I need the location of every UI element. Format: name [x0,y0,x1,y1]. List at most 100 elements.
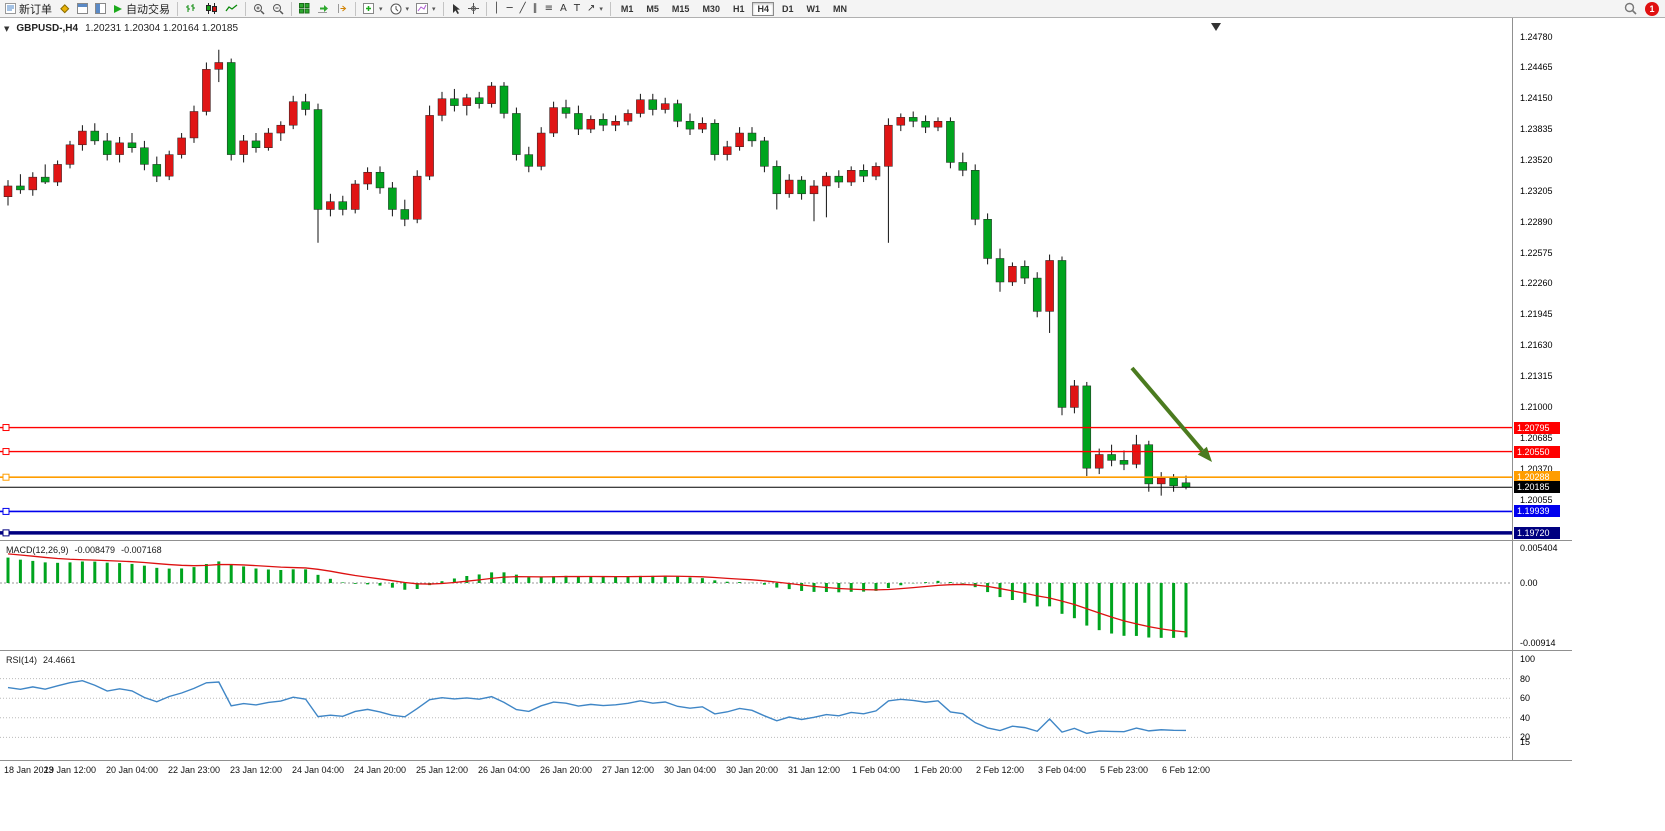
candle[interactable] [809,180,819,222]
vertical-line-button[interactable]: │ [491,1,503,17]
candle[interactable] [65,140,75,169]
candle[interactable] [1008,262,1017,286]
navy-support-line[interactable] [0,529,1512,537]
candle[interactable] [1070,380,1079,414]
candle[interactable] [202,62,211,116]
chart-dropdown-icon[interactable]: ▼ [4,24,10,33]
blue-support-line[interactable] [0,507,1512,515]
candle[interactable] [288,95,298,130]
ohlc-bars-button[interactable] [182,1,201,17]
timeframe-mn[interactable]: MN [833,3,847,14]
timeframe-d1[interactable]: D1 [781,3,794,14]
resistance-line-upper[interactable] [0,424,1512,432]
periods-button[interactable]: ▾ [387,1,413,17]
candle[interactable] [177,133,186,159]
candle[interactable] [375,166,385,194]
candle[interactable] [152,156,162,183]
candle[interactable] [760,136,769,173]
candle[interactable] [363,167,372,190]
timeframe-m30[interactable]: M30 [702,3,720,14]
timeframe-h1[interactable]: H1 [732,3,745,14]
candle[interactable] [512,107,521,161]
down-trend-arrow[interactable] [1130,366,1212,462]
timeframe-w1[interactable]: W1 [806,3,821,14]
candle[interactable] [871,162,881,181]
zoom-out-button[interactable] [269,1,287,17]
candle[interactable] [710,119,720,161]
candle[interactable] [660,97,670,114]
indicators-button[interactable]: ▾ [360,1,386,17]
candle[interactable] [127,133,137,153]
resistance-line-lower[interactable] [0,448,1512,456]
candle[interactable] [846,166,856,186]
candle[interactable] [1107,444,1116,467]
candle[interactable] [946,117,955,169]
candle[interactable] [350,180,360,214]
candle[interactable] [983,213,992,265]
candle[interactable] [276,121,286,141]
channel-button[interactable]: ∥ [530,1,541,17]
search-button[interactable] [1621,1,1640,17]
candle[interactable] [487,82,496,108]
candle[interactable] [338,195,348,216]
macd-panel[interactable] [0,542,1512,650]
candle[interactable] [301,93,310,116]
chart-shift-marker[interactable] [1211,23,1221,31]
candle[interactable] [623,109,633,126]
candle[interactable] [1156,472,1166,496]
panel-separator-rsi[interactable] [0,650,1572,651]
candle[interactable] [400,199,410,227]
candle[interactable] [1057,256,1067,416]
candle[interactable] [90,123,100,145]
line-chart-button[interactable] [222,1,241,17]
timeframe-m15[interactable]: M15 [671,3,690,14]
candle[interactable] [3,180,13,206]
candle[interactable] [859,164,868,183]
candle[interactable] [933,117,943,132]
tile-windows-button[interactable] [296,1,313,17]
candle[interactable] [226,58,236,161]
candle[interactable] [834,170,844,188]
candle[interactable] [673,99,682,128]
candle[interactable] [1020,260,1030,284]
templates-button[interactable]: ▾ [413,1,439,17]
fibonacci-button[interactable]: ≡ [542,1,556,17]
candle[interactable] [611,115,620,132]
candle[interactable] [16,174,25,194]
candle[interactable] [549,101,558,137]
candle[interactable] [908,111,918,128]
candle[interactable] [326,193,335,217]
candle[interactable] [722,140,732,161]
candle[interactable] [78,125,87,151]
candle[interactable] [388,182,397,217]
candle[interactable] [214,49,224,83]
candle[interactable] [747,127,757,147]
notification-badge[interactable]: 1 [1645,1,1659,16]
candle[interactable] [648,93,658,116]
navigator-button[interactable] [92,1,109,17]
candle[interactable] [958,152,968,177]
candle[interactable] [970,164,980,226]
candle[interactable] [462,93,472,116]
candle[interactable] [524,146,534,173]
candle[interactable] [921,115,930,134]
candle[interactable] [140,140,149,171]
candle[interactable] [561,99,571,119]
candle[interactable] [189,105,199,143]
timeframe-h4[interactable]: H4 [752,1,774,16]
auto-trading-button[interactable]: 自动交易 [110,1,173,17]
candle[interactable] [164,150,174,181]
crosshair-button[interactable] [465,1,482,17]
candle[interactable] [474,91,484,109]
arrows-button[interactable]: ↗ ▾ [584,1,606,17]
time-axis[interactable]: 18 Jan 2023 19 Jan 12:00 20 Jan 04:00 22 Ja… [0,762,1572,780]
price-axis[interactable]: 1.24780 1.24465 1.24150 1.23835 1.23520 1.232… [1513,18,1572,540]
candle[interactable] [574,105,583,135]
candle[interactable] [896,113,906,132]
candle[interactable] [264,128,273,151]
candle[interactable] [995,248,1005,292]
candle[interactable] [536,127,546,171]
candle[interactable] [1082,381,1092,477]
candle[interactable] [115,136,124,163]
candle[interactable] [28,172,38,196]
